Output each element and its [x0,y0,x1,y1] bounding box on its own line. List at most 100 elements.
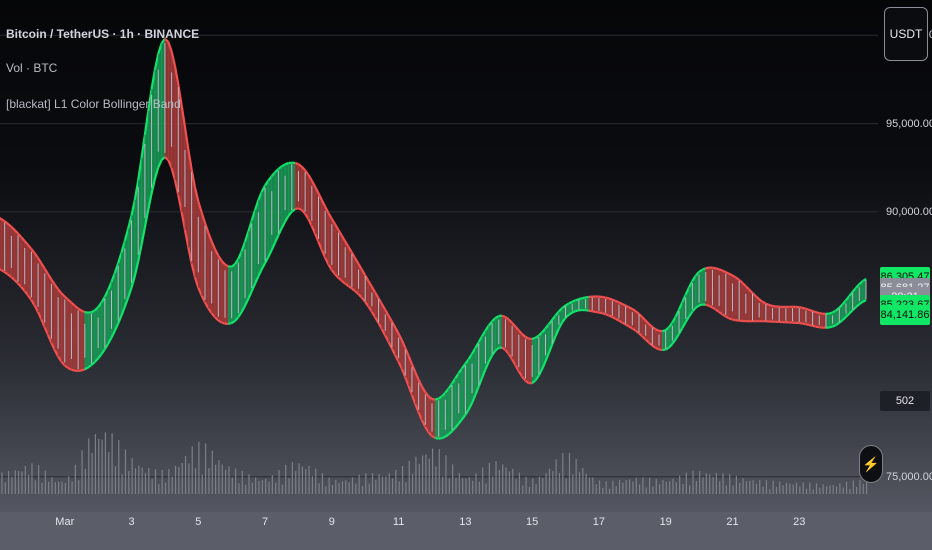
band-fill-segment [652,326,656,349]
band-upper-segment [207,232,213,242]
band-lower-segment [314,233,320,243]
volume-bar [699,470,701,494]
band-upper-segment [621,302,627,307]
volume-bar [508,471,510,494]
volume-bar [148,468,150,494]
volume-bar [735,475,737,494]
band-upper-segment [120,240,126,253]
band-lower-segment [100,348,106,355]
band-upper-segment [838,303,844,309]
band-fill-segment [445,387,449,438]
band-lower-segment [20,286,26,292]
band-lower-segment [87,364,93,369]
band-lower-segment [390,348,397,356]
band-upper-segment [761,300,767,305]
band-lower-segment [615,317,620,322]
band-upper-segment [858,280,864,285]
time-axis[interactable]: Mar 3 5 7 9 11 13 15 17 19 21 23 [0,512,878,550]
volume-bar [311,476,314,494]
volume-bar [251,482,253,494]
band-upper-segment [57,288,63,294]
volume-bar [335,479,337,494]
band-upper-segment [187,148,193,170]
volume-bar [164,482,167,494]
chart-plot-area[interactable]: Bitcoin / TetherUS · 1h · BINANCE Vol · … [0,0,878,512]
volume-bar [255,477,257,494]
band-lower-segment [394,354,400,363]
band-fill-segment [745,285,750,322]
band-lower-segment [662,348,666,352]
volume-bar [692,470,694,494]
band-upper-segment [758,298,764,303]
band-lower-segment [461,414,467,420]
band-fill-segment [214,249,219,322]
band-fill-segment [515,325,520,373]
band-lower-segment [621,321,627,326]
band-lower-segment [451,426,457,432]
axis-corner [878,512,932,550]
band-upper-segment [397,333,403,341]
chart-svg[interactable] [0,0,878,512]
band-upper-segment [705,266,710,270]
band-upper-segment [81,309,86,314]
band-lower-segment [484,361,490,370]
volume-bar [288,477,290,494]
lightning-icon[interactable]: ⚡ [859,445,883,483]
band-upper-segment [698,268,704,273]
band-fill-segment [705,267,710,307]
band-fill-segment [765,303,770,322]
volume-bar [154,469,157,494]
band-lower-segment [110,330,116,339]
band-upper-segment [150,69,156,90]
band-lower-segment [598,311,603,315]
band-lower-segment [684,315,691,323]
band-lower-segment [494,346,500,352]
band-upper-segment [454,372,460,379]
band-lower-segment [330,269,337,276]
band-fill-segment [495,315,500,352]
band-upper-segment [257,191,263,201]
volume-bar [505,467,507,494]
volume-bars [1,432,868,494]
symbol-title[interactable]: Bitcoin / TetherUS · 1h · BINANCE [6,27,200,41]
volume-bar [8,470,10,494]
band-fill-segment [461,362,466,421]
band-upper-segment [147,88,153,112]
band-lower-segment [274,234,280,244]
band-upper-segment [524,335,530,340]
band-upper-segment [324,206,330,214]
volume-bar [361,486,364,494]
band-fill-segment [458,367,463,425]
band-upper-segment [564,302,570,307]
volume-legend[interactable]: Vol · BTC [6,61,58,75]
volume-bar [74,464,76,494]
band-lower-segment [228,322,232,325]
band-lower-segment [384,335,390,343]
band-fill-segment [251,209,256,292]
indicator-legend[interactable]: [blackat] L1 Color Bollinger Band [6,97,181,111]
currency-button[interactable]: USDT [884,7,928,61]
volume-bar [261,479,263,494]
volume-bar [605,481,607,494]
volume-bar [809,482,811,494]
volume-bar [815,483,818,494]
band-lower-segment [221,321,226,325]
band-upper-segment [400,339,407,349]
volume-bar [44,470,46,494]
band-upper-segment [133,179,140,200]
band-upper-segment [718,268,723,272]
volume-bar [271,475,273,494]
band-fill-segment [4,220,9,276]
volume-bar [88,438,90,494]
volume-bar [585,473,587,494]
volume-bar [432,448,434,494]
band-upper-segment [127,215,133,229]
volume-bar [835,486,838,494]
volume-bar [161,469,163,494]
band-lower-segment [277,227,283,236]
volume-bar [228,466,230,494]
band-upper-segment [380,303,387,311]
band-upper-segment [284,162,289,166]
band-fill-segment [782,306,787,323]
